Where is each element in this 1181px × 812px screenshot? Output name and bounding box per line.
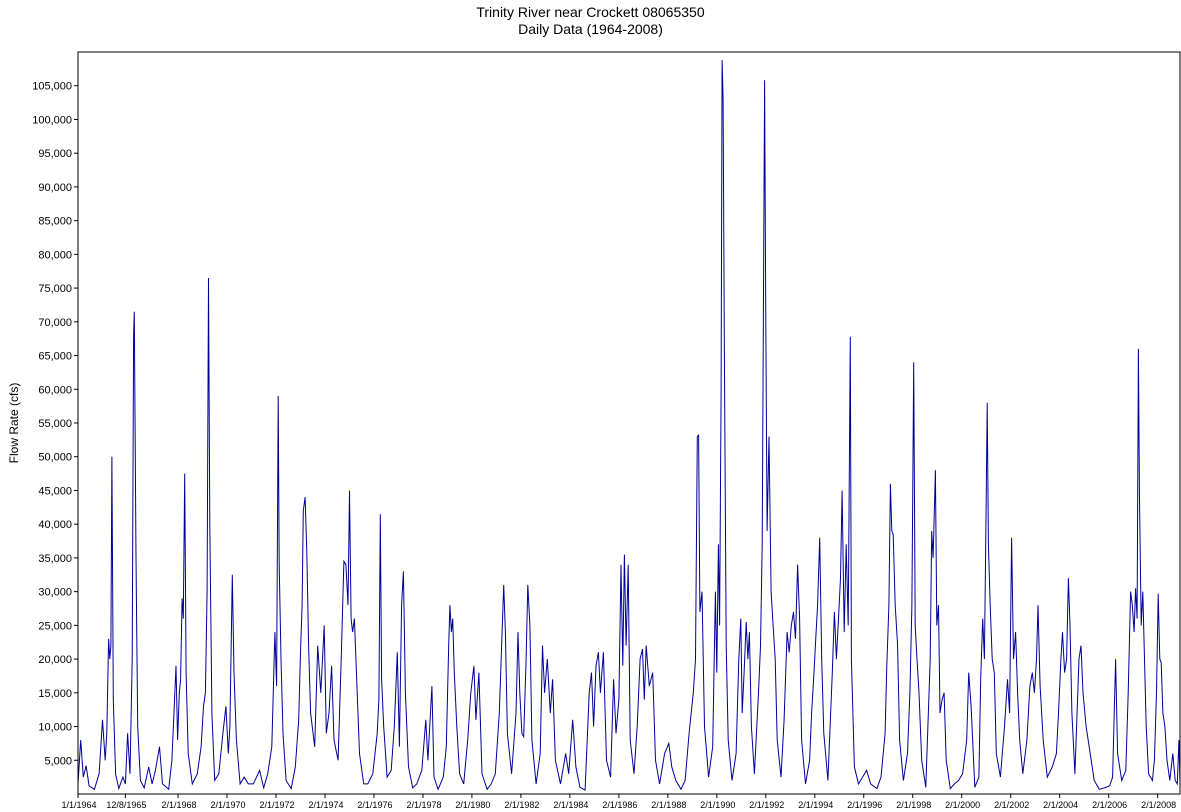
y-tick-label: 45,000 — [38, 485, 72, 497]
y-tick-label: 95,000 — [38, 148, 72, 160]
y-tick-label: 40,000 — [38, 519, 72, 531]
x-tick-label: 2/1/1994 — [798, 800, 833, 810]
plot-frame — [77, 51, 1181, 795]
x-tick-label: 2/1/1984 — [553, 800, 588, 810]
y-tick-label: 55,000 — [38, 418, 72, 430]
x-tick-label: 12/8/1965 — [106, 800, 146, 810]
x-tick-label: 2/1/2008 — [1141, 800, 1176, 810]
y-tick-label: 25,000 — [38, 620, 72, 632]
x-tick-label: 2/1/1980 — [455, 800, 490, 810]
x-tick-label: 2/1/1974 — [308, 800, 343, 810]
y-tick-label: 30,000 — [38, 587, 72, 599]
x-tick-label: 2/1/1990 — [700, 800, 735, 810]
x-tick-label: 2/1/1998 — [896, 800, 931, 810]
x-tick-label: 2/1/1976 — [357, 800, 392, 810]
x-tick-label: 2/1/2000 — [945, 800, 980, 810]
y-tick-label: 60,000 — [38, 384, 72, 396]
x-tick-label: 2/1/2002 — [994, 800, 1029, 810]
y-tick-label: 90,000 — [38, 182, 72, 194]
x-tick-label: 2/1/2006 — [1092, 800, 1127, 810]
y-tick-label: 35,000 — [38, 553, 72, 565]
y-tick-label: 20,000 — [38, 654, 72, 666]
y-tick-label: 75,000 — [38, 283, 72, 295]
y-tick-label: 85,000 — [38, 216, 72, 228]
chart-title: Trinity River near Crockett 08065350 — [476, 4, 705, 20]
chart-subtitle: Daily Data (1964-2008) — [518, 21, 663, 37]
y-tick-label: 65,000 — [38, 351, 72, 363]
x-tick-label: 1/1/1964 — [61, 800, 96, 810]
y-tick-label: 10,000 — [38, 722, 72, 734]
series-layer — [77, 60, 1181, 791]
x-tick-label: 2/1/1982 — [504, 800, 539, 810]
y-axis: 5,000 10,000 15,000 20,000 25,000 30,000 35,00… — [32, 81, 78, 767]
x-axis: 1/1/1964 12/8/1965 2/1/1968 2/1/1970 2/1/197… — [61, 794, 1176, 810]
x-tick-label: 2/1/1996 — [847, 800, 882, 810]
x-tick-label: 2/1/1972 — [259, 800, 294, 810]
x-tick-label: 2/1/1978 — [406, 800, 441, 810]
y-tick-label: 50,000 — [38, 452, 72, 464]
flow-rate-series-line — [77, 60, 1181, 791]
y-tick-label: 5,000 — [44, 755, 72, 767]
y-axis-label: Flow Rate (cfs) — [7, 383, 21, 464]
x-tick-label: 2/1/1988 — [651, 800, 686, 810]
x-tick-label: 2/1/1992 — [749, 800, 784, 810]
y-tick-label: 100,000 — [32, 114, 72, 126]
x-tick-label: 2/1/1970 — [211, 800, 246, 810]
y-tick-label: 15,000 — [38, 688, 72, 700]
y-tick-label: 80,000 — [38, 249, 72, 261]
x-tick-label: 2/1/1968 — [162, 800, 197, 810]
x-tick-label: 2/1/2004 — [1043, 800, 1078, 810]
y-tick-label: 105,000 — [32, 81, 72, 93]
y-tick-label: 70,000 — [38, 317, 72, 329]
x-tick-label: 2/1/1986 — [602, 800, 637, 810]
